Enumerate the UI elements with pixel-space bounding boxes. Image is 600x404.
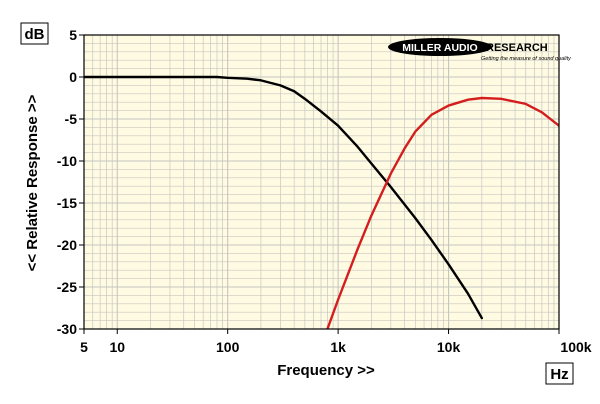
y-tick-label: -25 — [57, 279, 77, 295]
x-tick-label: 10k — [437, 339, 461, 355]
x-tick-labels: 5 10 100 1k 10k 100k — [80, 339, 592, 355]
x-tick-label: 100 — [216, 339, 240, 355]
x-axis-title: Frequency >> — [277, 362, 375, 379]
y-tick-label: -30 — [57, 321, 77, 337]
x-tick-label: 1k — [330, 339, 346, 355]
logo: MILLER AUDIO RESEARCH Getting the measur… — [388, 38, 572, 62]
logo-badge — [388, 38, 492, 56]
logo-research-text: RESEARCH — [486, 42, 548, 54]
grid-lines — [83, 34, 560, 330]
y-unit-label: dB — [25, 26, 45, 43]
series-line-red — [326, 96, 559, 329]
y-tick-label: 0 — [69, 69, 77, 85]
x-tick-label: 100k — [560, 339, 591, 355]
y-tick-label: -5 — [65, 111, 78, 127]
tick-marks — [79, 34, 560, 334]
series-line-black — [84, 75, 484, 320]
x-tick-label: 5 — [80, 339, 88, 355]
series-layer — [84, 75, 559, 329]
y-tick-label: -10 — [57, 153, 77, 169]
logo-tagline: Getting the measure of sound quality — [481, 56, 572, 62]
y-tick-labels: 5 0 -5 -10 -15 -20 -25 -30 — [57, 27, 77, 337]
x-tick-label: 10 — [109, 339, 125, 355]
y-tick-label: 5 — [69, 27, 77, 43]
plot-frame — [83, 34, 560, 330]
logo-main-text: MILLER AUDIO — [402, 42, 477, 54]
plot-background — [84, 35, 559, 329]
x-unit-label: Hz — [550, 366, 568, 383]
y-tick-label: -15 — [57, 195, 77, 211]
x-unit-box — [545, 362, 574, 385]
y-axis-title: << Relative Response >> — [24, 94, 41, 271]
y-unit-box — [20, 22, 49, 45]
y-tick-label: -20 — [57, 237, 77, 253]
